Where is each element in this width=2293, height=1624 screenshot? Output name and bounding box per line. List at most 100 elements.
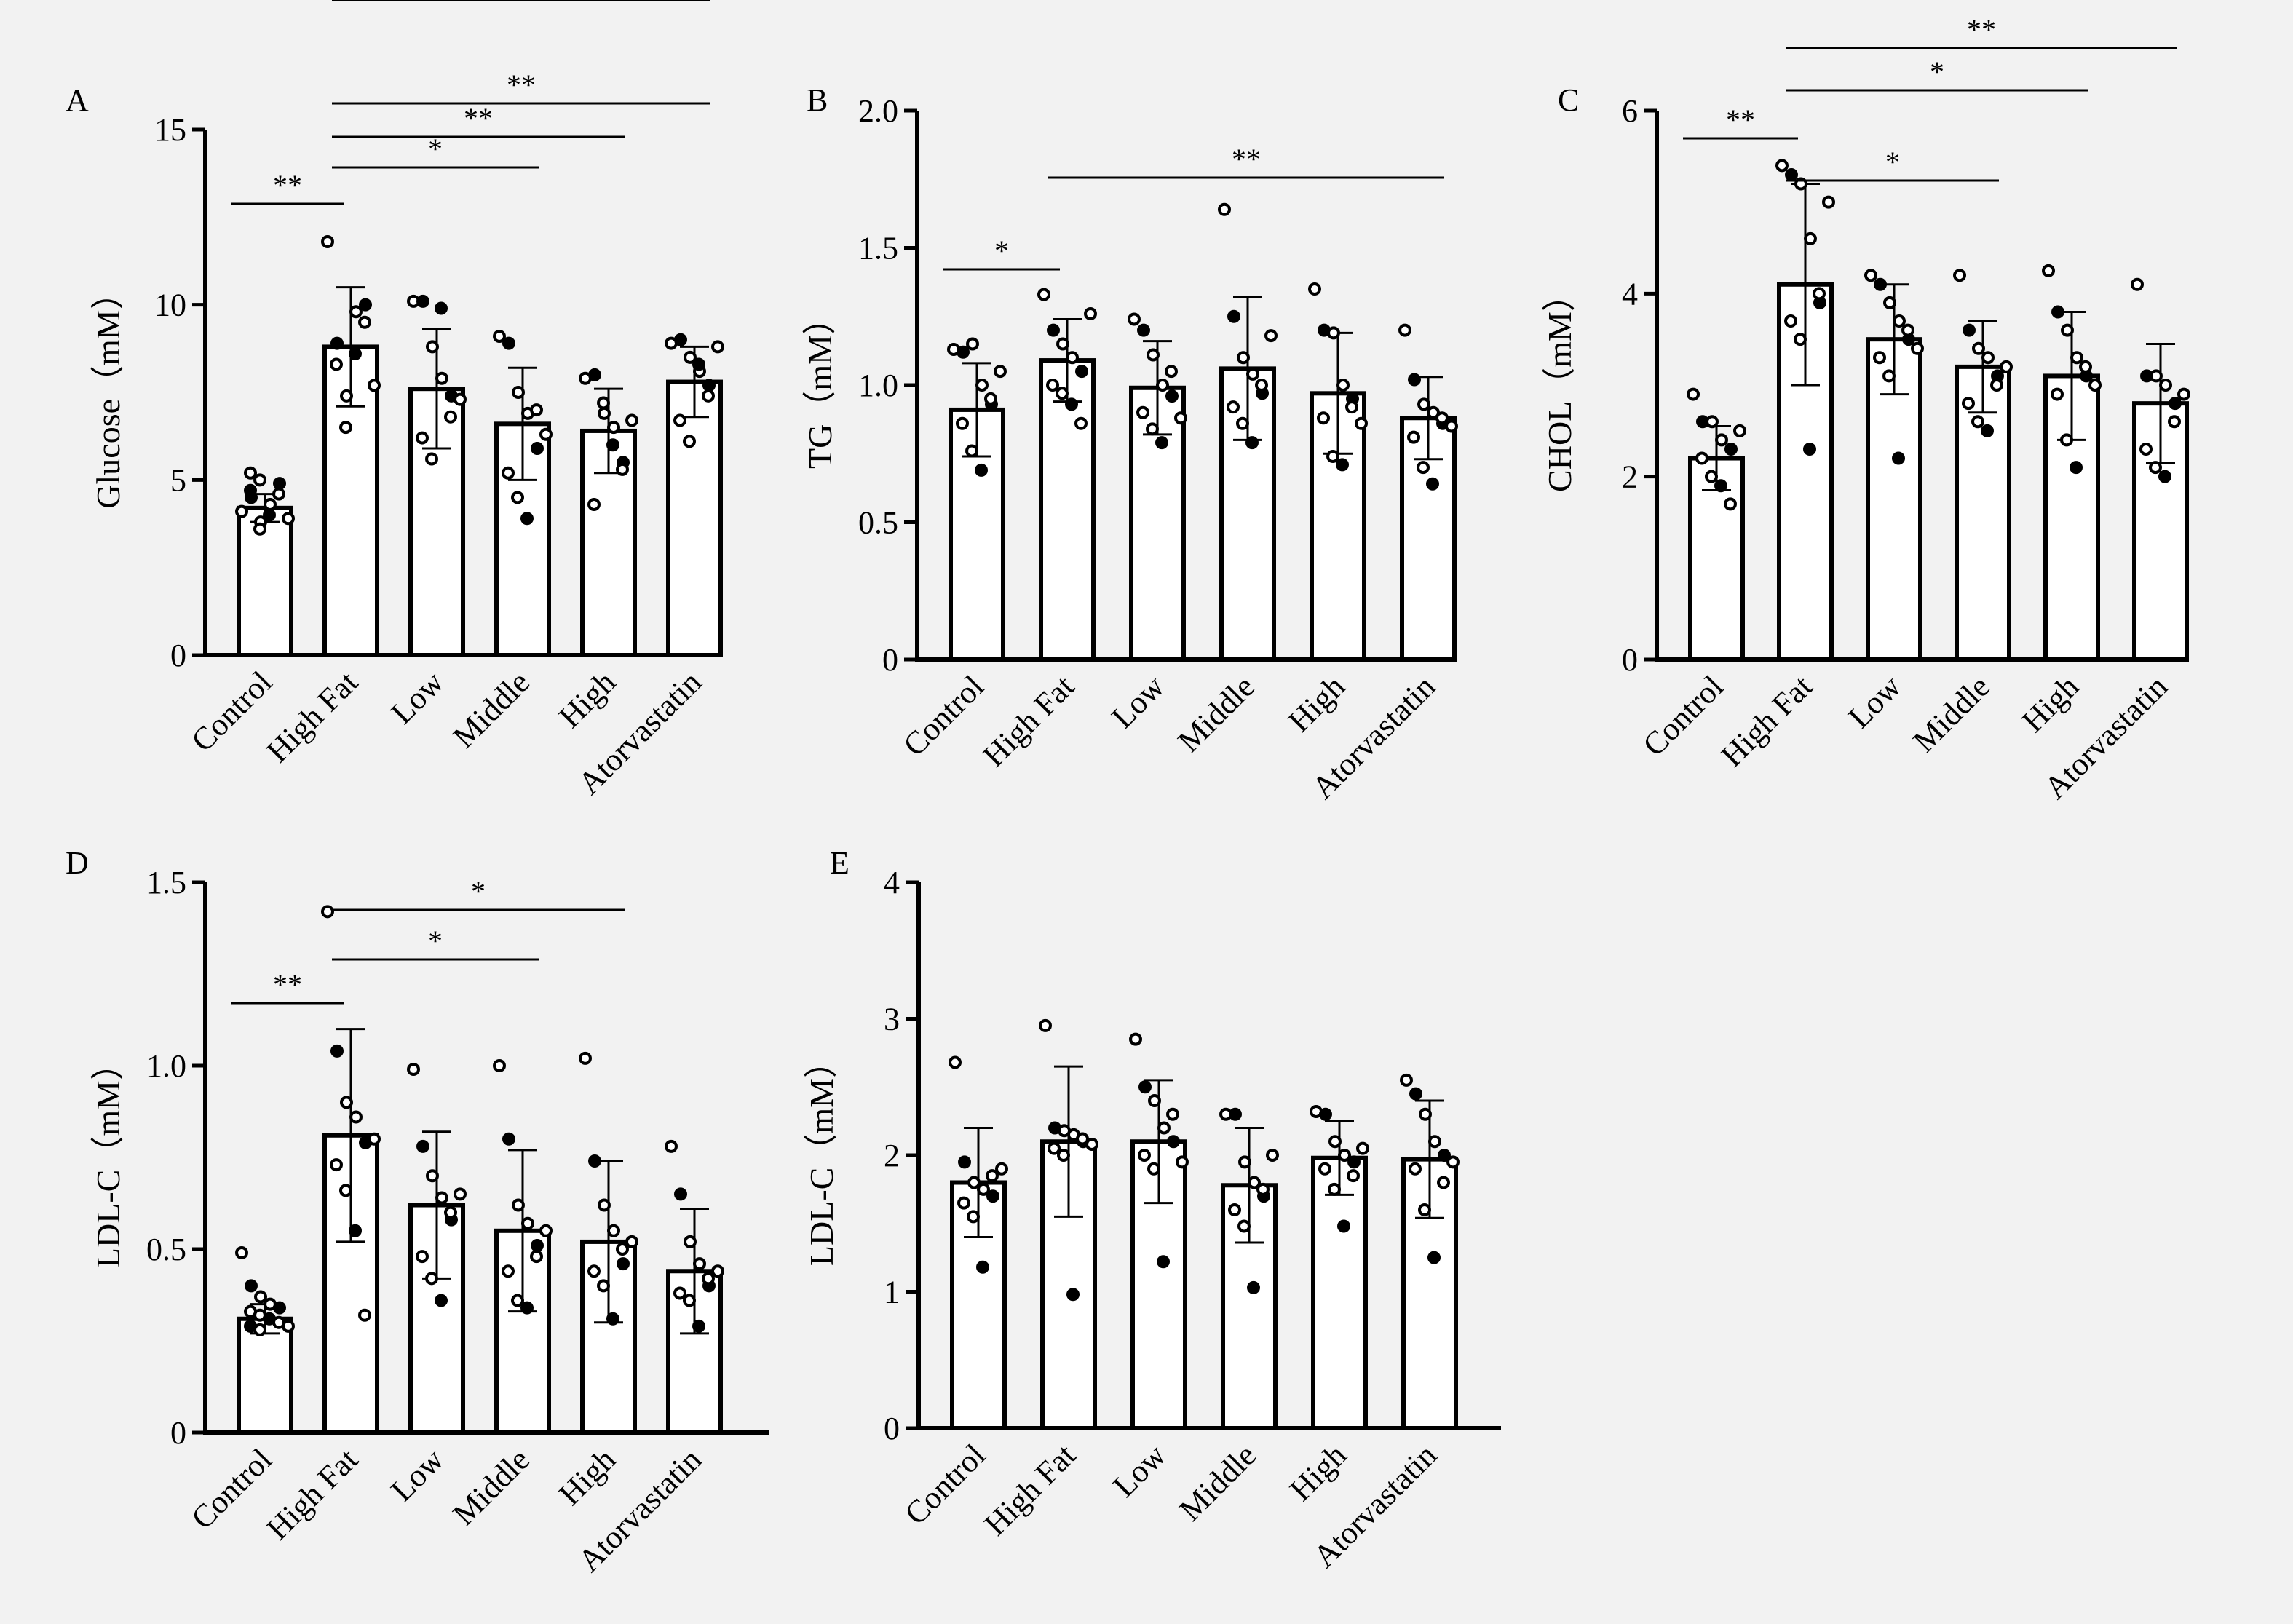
y-tick-label: 0 — [170, 638, 186, 673]
data-point — [435, 1294, 448, 1307]
data-point — [1085, 1138, 1098, 1151]
data-point — [598, 1198, 611, 1212]
data-point — [1398, 323, 1411, 337]
data-point — [588, 368, 601, 381]
data-point — [1146, 348, 1160, 362]
data-point — [1419, 1107, 1432, 1121]
data-point — [1687, 387, 1700, 401]
data-point — [684, 1235, 697, 1248]
data-point — [1319, 1107, 1332, 1121]
data-point — [692, 1319, 705, 1333]
y-tick-label: 3 — [884, 1002, 900, 1037]
data-point — [493, 329, 506, 343]
data-point — [1256, 1182, 1270, 1196]
panel-letter: E — [830, 845, 850, 881]
data-point — [1076, 1132, 1089, 1146]
y-axis-title: Glucose（mM） — [90, 276, 127, 508]
data-point — [1418, 1203, 1431, 1216]
data-point — [1426, 477, 1439, 491]
data-point — [1246, 367, 1259, 381]
data-point — [349, 1224, 362, 1237]
data-point — [349, 347, 362, 361]
data-point — [625, 1235, 638, 1248]
data-point — [1336, 458, 1349, 472]
data-point — [1882, 369, 1896, 383]
data-point — [1803, 442, 1816, 456]
data-point — [253, 473, 266, 487]
y-tick-label: 10 — [154, 288, 186, 323]
data-point — [1137, 323, 1150, 337]
data-point — [1218, 202, 1231, 216]
significance-label: ** — [507, 68, 536, 101]
data-point — [1176, 1155, 1189, 1169]
bar-high-fat — [1039, 358, 1096, 662]
data-point — [616, 462, 629, 476]
bar-high — [2043, 373, 2100, 662]
data-point — [995, 1162, 1008, 1176]
data-point — [1047, 323, 1060, 337]
data-point — [1138, 1149, 1151, 1162]
data-point — [1715, 433, 1728, 447]
data-point — [957, 345, 970, 359]
data-point — [330, 336, 344, 350]
data-point — [1427, 1251, 1441, 1264]
significance-label: * — [1885, 146, 1900, 178]
data-point — [1075, 365, 1088, 379]
data-point — [1318, 1162, 1331, 1176]
data-point — [263, 508, 276, 522]
data-point — [1165, 365, 1178, 379]
data-point — [711, 1264, 724, 1278]
data-point — [2070, 351, 2083, 365]
data-point — [253, 1323, 266, 1336]
data-point — [2158, 470, 2171, 483]
data-point — [368, 1132, 381, 1146]
data-point — [2088, 379, 2102, 392]
data-point — [531, 1238, 544, 1252]
y-tick-label: 1.5 — [858, 231, 898, 266]
data-point — [607, 1224, 620, 1237]
data-point — [956, 416, 969, 430]
data-point — [435, 1191, 448, 1205]
data-point — [674, 1187, 687, 1201]
data-point — [1437, 1176, 1450, 1189]
data-point — [444, 1205, 457, 1219]
data-point — [1990, 379, 2003, 392]
data-point — [984, 392, 997, 405]
bar-control — [237, 1316, 293, 1435]
data-point — [2139, 442, 2153, 456]
data-point — [1407, 430, 1420, 444]
y-tick-label: 5 — [170, 462, 186, 498]
data-point — [1129, 1032, 1142, 1046]
data-point — [598, 406, 611, 420]
data-point — [2000, 360, 2013, 373]
data-point — [1822, 195, 1835, 209]
data-point — [530, 1250, 543, 1264]
data-point — [1733, 424, 1746, 437]
data-point — [1156, 379, 1169, 392]
data-point — [665, 1139, 678, 1153]
y-tick-label: 0 — [884, 1411, 900, 1446]
data-point — [1147, 1162, 1160, 1176]
data-point — [1308, 282, 1321, 296]
significance-label: ** — [1232, 143, 1261, 175]
y-tick-label: 0 — [1622, 642, 1638, 678]
data-point — [1785, 167, 1798, 181]
y-tick-label: 2 — [884, 1138, 900, 1173]
data-point — [359, 298, 372, 312]
bar-control — [950, 1180, 1007, 1430]
data-point — [368, 379, 381, 392]
data-point — [435, 371, 448, 385]
data-point — [1155, 436, 1168, 450]
significance-label: ** — [273, 169, 302, 202]
data-point — [1981, 351, 1995, 365]
panel-letter: A — [66, 82, 89, 118]
data-point — [606, 1312, 619, 1326]
data-point — [416, 431, 429, 445]
data-point — [711, 340, 724, 354]
data-point — [2131, 277, 2144, 291]
y-axis-title: CHOL（mM） — [1541, 278, 1578, 492]
data-point — [693, 1257, 706, 1271]
data-point — [2150, 369, 2163, 383]
bar-middle — [1955, 364, 2011, 662]
data-point — [330, 1044, 344, 1058]
